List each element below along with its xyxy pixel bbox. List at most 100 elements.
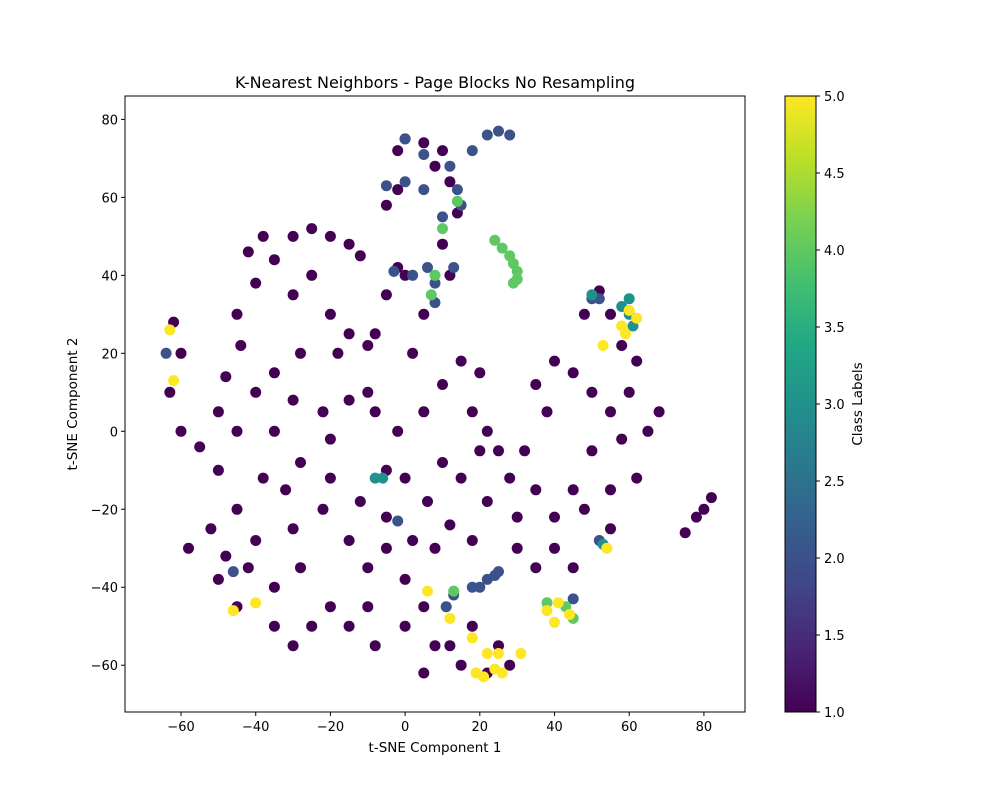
point-class-1 (287, 640, 299, 652)
point-class-1 (324, 308, 336, 320)
point-class-4 (541, 597, 553, 609)
point-class-2 (504, 129, 516, 141)
point-class-1 (418, 601, 430, 613)
y-axis-label: t-SNE Component 2 (65, 338, 81, 471)
x-tick-label: 80 (696, 720, 713, 735)
point-class-1 (399, 573, 411, 585)
point-class-4 (437, 223, 448, 235)
x-tick-label: −60 (167, 720, 194, 735)
point-class-2 (392, 515, 404, 527)
point-class-2 (466, 145, 478, 157)
point-class-1 (586, 386, 598, 398)
point-class-1 (295, 562, 306, 574)
point-class-1 (212, 573, 224, 585)
point-class-1 (324, 433, 336, 445)
point-class-5 (620, 328, 631, 340)
x-tick-label: −40 (242, 720, 269, 735)
point-class-1 (444, 519, 456, 531)
point-class-1 (444, 176, 456, 188)
point-class-5 (493, 648, 504, 659)
point-class-1 (369, 640, 381, 652)
point-class-1 (705, 492, 717, 504)
point-class-1 (369, 406, 381, 418)
point-class-1 (392, 145, 404, 157)
point-class-1 (257, 230, 269, 242)
point-class-2 (227, 566, 239, 578)
point-class-2 (388, 265, 400, 277)
point-class-1 (698, 503, 710, 515)
x-tick-label: −20 (317, 720, 344, 735)
point-class-1 (642, 425, 654, 437)
chart-title: K-Nearest Neighbors - Page Blocks No Res… (235, 73, 635, 92)
point-class-1 (212, 464, 224, 476)
y-tick-label: −60 (91, 659, 118, 674)
colorbar-tick-label: 1.5 (824, 629, 845, 644)
point-class-1 (324, 601, 336, 613)
point-class-2 (422, 262, 433, 273)
point-class-1 (362, 562, 374, 574)
point-class-1 (399, 620, 411, 632)
point-class-1 (392, 184, 404, 196)
point-class-2 (380, 180, 392, 192)
point-class-5 (597, 340, 609, 351)
point-class-5 (444, 612, 456, 624)
point-class-2 (451, 184, 463, 196)
point-class-1 (429, 542, 441, 554)
point-class-1 (343, 238, 355, 250)
point-class-2 (418, 149, 430, 160)
point-class-1 (418, 406, 430, 418)
point-class-1 (287, 289, 299, 301)
point-class-1 (407, 347, 419, 359)
colorbar-tick-label: 4.5 (824, 167, 845, 182)
point-class-2 (160, 347, 172, 359)
point-class-1 (466, 620, 478, 632)
point-class-1 (605, 406, 616, 418)
point-class-1 (164, 386, 176, 398)
point-class-1 (631, 355, 643, 367)
point-class-2 (567, 593, 579, 605)
point-class-1 (354, 496, 366, 507)
colorbar-tick-label: 3.5 (824, 321, 845, 336)
point-class-1 (541, 406, 553, 418)
point-class-1 (287, 523, 299, 535)
x-tick-label: 60 (621, 720, 638, 735)
point-class-1 (549, 542, 560, 554)
point-class-1 (493, 445, 504, 457)
point-class-1 (380, 289, 392, 301)
colorbar (784, 95, 817, 713)
point-class-1 (511, 511, 523, 523)
point-class-1 (474, 367, 486, 379)
point-class-5 (631, 312, 643, 324)
colorbar-tick-label: 1.0 (824, 706, 845, 721)
x-tick-label: 20 (472, 720, 489, 735)
point-class-1 (242, 246, 254, 258)
point-class-1 (362, 386, 374, 398)
point-class-5 (422, 585, 433, 597)
point-class-2 (399, 176, 411, 188)
point-class-1 (343, 394, 355, 406)
point-class-1 (605, 523, 616, 535)
point-class-1 (493, 640, 504, 652)
point-class-1 (616, 433, 628, 445)
point-class-1 (380, 199, 392, 211)
point-class-2 (440, 601, 452, 613)
y-tick-label: 80 (101, 113, 118, 128)
point-class-2 (466, 581, 478, 593)
y-axis: −60 −40 −20 0 20 40 60 80 (91, 113, 125, 674)
point-class-1 (530, 484, 542, 496)
point-class-1 (324, 230, 336, 242)
point-class-1 (295, 347, 306, 359)
y-tick-label: 0 (110, 425, 118, 440)
point-class-5 (623, 304, 635, 316)
point-class-1 (332, 347, 344, 359)
colorbar-tick-label: 2.5 (824, 475, 845, 490)
x-tick-label: 0 (401, 720, 409, 735)
point-class-5 (515, 648, 527, 659)
point-class-4 (496, 242, 508, 254)
point-class-2 (418, 184, 430, 196)
point-class-2 (429, 277, 441, 289)
point-class-1 (317, 406, 329, 418)
point-class-1 (578, 503, 590, 515)
point-class-1 (287, 230, 299, 242)
point-class-1 (418, 137, 430, 149)
